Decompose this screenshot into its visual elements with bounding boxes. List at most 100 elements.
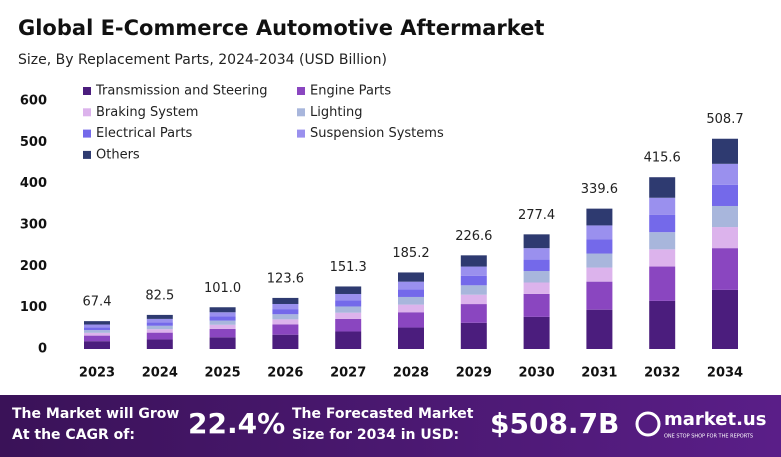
bar-segment	[209, 312, 236, 317]
chart-title: Global E-Commerce Automotive Aftermarket	[18, 16, 544, 40]
bar-segment	[146, 318, 173, 323]
x-tick-label: 2028	[393, 366, 429, 381]
total-label: 277.4	[518, 208, 555, 223]
x-tick-label: 2026	[267, 366, 303, 381]
bar-segment	[460, 255, 487, 267]
bar-segment	[523, 316, 550, 349]
bar-segment	[523, 293, 550, 317]
bar-segment	[712, 248, 738, 290]
y-tick-label: 600	[20, 94, 47, 109]
total-label: 339.6	[581, 182, 618, 197]
bar-segment	[649, 177, 676, 198]
banner-text: At the CAGR of:	[12, 427, 135, 443]
bar-segment	[146, 325, 173, 330]
logo-text: market.us	[664, 409, 766, 430]
banner-text: Size for 2034 in USD:	[292, 427, 459, 443]
banner-text: The Market will Grow	[12, 406, 179, 422]
banner-text: The Forecasted Market	[292, 406, 474, 422]
x-tick-label: 2024	[142, 366, 178, 381]
legend-swatch	[83, 87, 91, 95]
total-label: 101.0	[204, 281, 241, 296]
bar-segment	[335, 331, 362, 349]
bar-segment	[649, 214, 676, 233]
total-label: 82.5	[145, 288, 174, 303]
bar-segment	[712, 163, 738, 185]
y-tick-label: 100	[20, 300, 47, 315]
bar-segment	[712, 289, 738, 349]
legend-swatch	[83, 150, 91, 159]
y-tick-label: 0	[38, 342, 47, 357]
bar-segment	[586, 267, 613, 282]
legend-swatch	[297, 129, 305, 138]
total-label: 415.6	[644, 151, 681, 166]
logo-tagline: ONE STOP SHOP FOR THE REPORTS	[664, 434, 753, 440]
total-label: 185.2	[392, 246, 429, 261]
x-tick-label: 2034	[707, 366, 743, 381]
bar-segment	[209, 307, 236, 313]
bar-segment	[460, 266, 487, 276]
legend-swatch	[297, 108, 305, 117]
bar-segment	[398, 289, 424, 297]
bar-segment	[460, 285, 487, 295]
y-tick-label: 300	[20, 218, 47, 233]
bar-segment	[460, 322, 487, 349]
bar-segment	[586, 208, 613, 226]
bar-segment	[649, 249, 676, 267]
bar-segment	[586, 253, 613, 268]
bar-segment	[398, 304, 424, 313]
legend-label: Transmission and Steering	[95, 84, 268, 99]
legend-label: Electrical Parts	[96, 126, 193, 141]
bar-segment	[335, 293, 362, 301]
bar-segment	[712, 184, 738, 206]
legend-label: Lighting	[310, 105, 363, 120]
legend-swatch	[297, 87, 305, 95]
bar-segment	[146, 329, 173, 333]
bar-segment	[335, 312, 362, 319]
bar-segment	[398, 281, 424, 290]
bar-segment	[84, 335, 110, 342]
bar-segment	[146, 322, 173, 326]
legend-swatch	[83, 108, 91, 117]
bar-segment	[460, 304, 487, 323]
bar-segment	[523, 259, 550, 272]
y-tick-label: 500	[20, 135, 47, 150]
bar-segment	[398, 272, 424, 282]
bar-segment	[649, 232, 676, 250]
bar-segment	[398, 327, 424, 349]
y-tick-label: 200	[20, 259, 47, 274]
bar-segment	[335, 318, 362, 332]
bar-segment	[209, 324, 236, 329]
bar-segment	[272, 314, 299, 320]
total-label: 508.7	[706, 112, 743, 127]
bar-segment	[272, 319, 299, 325]
bar-segment	[84, 327, 110, 331]
bar-segment	[586, 281, 613, 310]
bar-segment	[209, 320, 236, 325]
banner-value: $508.7B	[490, 407, 619, 440]
plot: 0 100 200 300 400 500 600 Transmission and Stee…	[20, 84, 744, 381]
legend-label: Suspension Systems	[310, 126, 444, 141]
x-tick-label: 2032	[644, 366, 680, 381]
banner	[0, 395, 781, 457]
bar-segment	[523, 234, 550, 249]
bar-segment	[586, 239, 613, 254]
bar-segment	[272, 297, 299, 304]
bar-segment	[84, 324, 110, 328]
bar-segment	[209, 328, 236, 338]
bar-segment	[146, 332, 173, 340]
chart-subtitle: Size, By Replacement Parts, 2024-2034 (U…	[18, 52, 387, 68]
bar-segment	[146, 314, 173, 319]
total-label: 151.3	[330, 260, 367, 275]
x-tick-label: 2025	[205, 366, 241, 381]
bar-segment	[523, 248, 550, 260]
bar-segment	[272, 309, 299, 315]
x-tick-label: 2030	[519, 366, 555, 381]
bar-segment	[272, 303, 299, 310]
bar-segment	[335, 306, 362, 313]
banner-value: 22.4%	[188, 407, 285, 440]
bar-segment	[272, 334, 299, 349]
bar-segment	[712, 205, 738, 228]
logo-icon	[635, 411, 661, 437]
bar-segment	[272, 324, 299, 335]
